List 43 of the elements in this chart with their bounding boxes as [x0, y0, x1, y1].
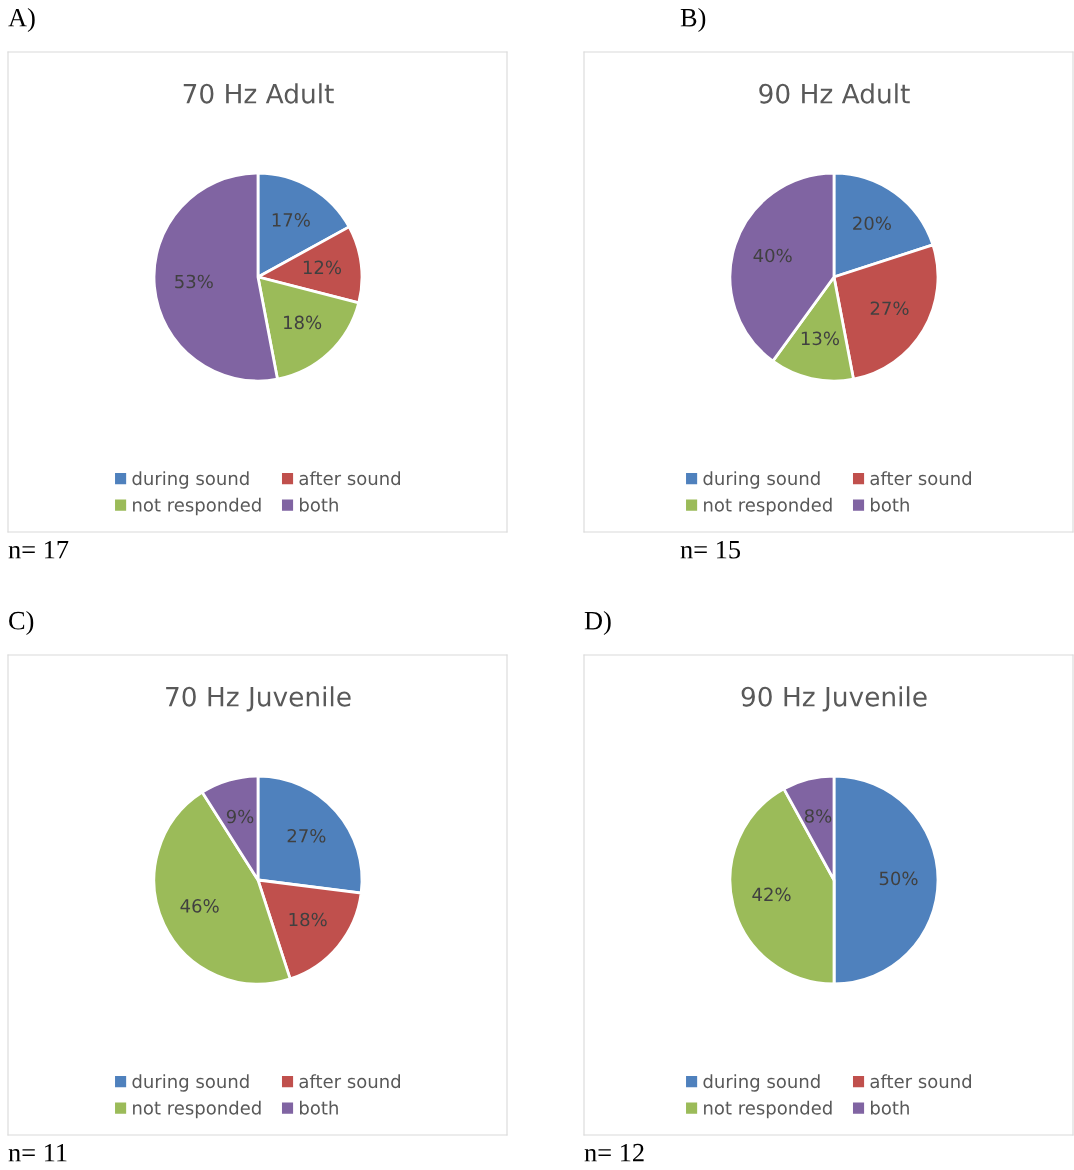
legend-label: during sound — [132, 471, 249, 489]
chart-title: 70 Hz Adult — [183, 83, 334, 104]
text: n= 15 — [680, 540, 741, 559]
data-label: 12% — [303, 260, 342, 275]
data-label: 8% — [804, 809, 832, 823]
text: B) — [680, 8, 706, 32]
text: A) — [8, 8, 35, 32]
data-label: 20% — [853, 216, 891, 231]
data-label: 53% — [175, 274, 213, 289]
legend-label: not responded — [704, 497, 832, 516]
data-label: 17% — [272, 213, 310, 227]
legend-label: not responded — [704, 1100, 832, 1119]
chart-title: 70 Hz Juvenile — [166, 686, 351, 712]
text: n= 17 — [8, 540, 69, 559]
chart-title: 90 Hz Juvenile — [741, 686, 927, 712]
data-label: 18% — [289, 912, 327, 927]
text: n= 12 — [584, 1143, 644, 1162]
chart-title: 90 Hz Adult — [759, 83, 910, 104]
data-label: 40% — [753, 248, 792, 263]
legend-label: during sound — [703, 471, 820, 489]
text: D) — [584, 611, 611, 635]
legend-label: both — [300, 1100, 338, 1115]
legend-label: after sound — [870, 471, 971, 486]
data-label: 9% — [226, 809, 254, 824]
data-label: 46% — [180, 899, 219, 913]
legend-label: after sound — [299, 471, 400, 486]
data-label: 27% — [870, 301, 909, 316]
data-label: 42% — [752, 887, 791, 902]
legend-label: both — [300, 497, 338, 512]
legend-label: both — [871, 1100, 909, 1115]
data-label: 50% — [879, 871, 918, 886]
data-label: 13% — [801, 331, 839, 346]
legend-label: after sound — [870, 1074, 971, 1089]
legend-label: not responded — [133, 497, 261, 516]
data-label: 18% — [284, 315, 322, 330]
legend-label: during sound — [132, 1074, 249, 1092]
text: n= 11 — [8, 1143, 67, 1162]
legend-label: both — [871, 497, 909, 512]
legend-label: during sound — [703, 1074, 820, 1092]
text: C) — [9, 611, 34, 635]
data-label: 27% — [287, 828, 326, 843]
legend-label: after sound — [299, 1074, 400, 1089]
legend-label: not responded — [133, 1100, 261, 1119]
